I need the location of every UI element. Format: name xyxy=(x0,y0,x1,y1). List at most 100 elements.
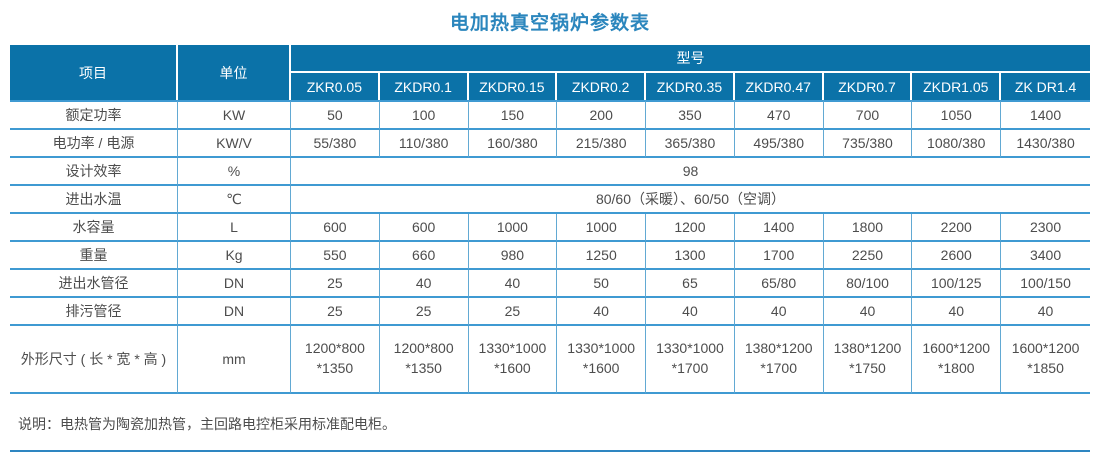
item-cell: 水容量 xyxy=(10,214,178,242)
value-cell: 40 xyxy=(912,298,1002,326)
item-cell: 进出水管径 xyxy=(10,270,178,298)
table-row: 重量 Kg 550 660 980 1250 1300 1700 2250 26… xyxy=(10,242,1090,270)
value-cell-span: 80/60（采暖）、60/50（空调） xyxy=(291,186,1090,214)
value-cell: 1700 xyxy=(734,242,824,270)
value-cell: 40 xyxy=(468,270,558,298)
value-cell: 110/380 xyxy=(379,130,469,158)
footnote: 说明：电热管为陶瓷加热管，主回路电控柜采用标准配电柜。 xyxy=(18,416,396,432)
value-cell: 700 xyxy=(823,100,913,130)
table-row: 进出水温 ℃ 80/60（采暖）、60/50（空调） xyxy=(10,186,1090,214)
value-cell: 735/380 xyxy=(823,130,913,158)
value-cell: 40 xyxy=(646,298,735,326)
value-cell: 2200 xyxy=(912,214,1002,242)
bottom-divider xyxy=(10,450,1090,452)
value-cell: 40 xyxy=(557,298,647,326)
item-cell: 额定功率 xyxy=(10,100,178,130)
value-cell: 2600 xyxy=(912,242,1002,270)
value-cell: 1250 xyxy=(557,242,647,270)
value-cell: 215/380 xyxy=(557,130,647,158)
table-row: 设计效率 % 98 xyxy=(10,158,1090,186)
value-cell: 980 xyxy=(468,242,558,270)
value-cell: 1000 xyxy=(557,214,647,242)
header-row-group: 项目 单位 型号 xyxy=(10,45,1090,100)
header-model: ZKR0.05 xyxy=(291,73,380,100)
value-cell: 25 xyxy=(291,298,380,326)
value-cell: 80/100 xyxy=(823,270,913,298)
item-cell: 排污管径 xyxy=(10,298,178,326)
header-model: ZKDR0.1 xyxy=(379,73,469,100)
value-cell: 470 xyxy=(734,100,824,130)
header-model: ZK DR1.4 xyxy=(1001,73,1090,100)
value-cell: 200 xyxy=(557,100,647,130)
item-cell: 设计效率 xyxy=(10,158,178,186)
header-item: 项目 xyxy=(10,45,178,100)
value-cell: 1200 xyxy=(646,214,735,242)
table-row: 进出水管径 DN 25 40 40 50 65 65/80 80/100 100… xyxy=(10,270,1090,298)
value-cell: 100/125 xyxy=(912,270,1002,298)
unit-cell: ℃ xyxy=(178,186,291,214)
unit-cell: Kg xyxy=(178,242,291,270)
value-cell: 1380*1200 *1700 xyxy=(734,326,824,394)
value-cell: 3400 xyxy=(1001,242,1090,270)
unit-cell: DN xyxy=(178,298,291,326)
table-row: 额定功率 KW 50 100 150 200 350 470 700 1050 … xyxy=(10,100,1090,130)
value-cell: 160/380 xyxy=(468,130,558,158)
value-cell: 1330*1000 *1600 xyxy=(557,326,647,394)
value-cell: 495/380 xyxy=(734,130,824,158)
value-cell: 1380*1200 *1750 xyxy=(823,326,913,394)
unit-cell: L xyxy=(178,214,291,242)
header-row-models: ZKR0.05 ZKDR0.1 ZKDR0.15 ZKDR0.2 ZKDR0.3… xyxy=(10,73,1090,100)
value-cell: 65 xyxy=(646,270,735,298)
value-cell: 1400 xyxy=(1001,100,1090,130)
value-cell: 2300 xyxy=(1001,214,1090,242)
value-cell: 550 xyxy=(291,242,380,270)
value-cell: 55/380 xyxy=(291,130,380,158)
unit-cell: mm xyxy=(178,326,291,394)
item-cell: 重量 xyxy=(10,242,178,270)
table-row: 外形尺寸 ( 长 * 宽 * 高 ) mm 1200*800 *1350 120… xyxy=(10,326,1090,394)
unit-cell: KW/V xyxy=(178,130,291,158)
table-row: 电功率 / 电源 KW/V 55/380 110/380 160/380 215… xyxy=(10,130,1090,158)
page-title: 电加热真空锅炉参数表 xyxy=(449,13,650,34)
value-cell: 40 xyxy=(823,298,913,326)
header-model: ZKDR0.35 xyxy=(646,73,735,100)
value-cell: 600 xyxy=(379,214,469,242)
value-cell-span: 98 xyxy=(291,158,1090,186)
value-cell: 350 xyxy=(646,100,735,130)
value-cell: 150 xyxy=(468,100,558,130)
value-cell: 65/80 xyxy=(734,270,824,298)
value-cell: 1600*1200 *1800 xyxy=(912,326,1002,394)
value-cell: 1000 xyxy=(468,214,558,242)
value-cell: 50 xyxy=(557,270,647,298)
table-row: 排污管径 DN 25 25 25 40 40 40 40 40 40 xyxy=(10,298,1090,326)
value-cell: 365/380 xyxy=(646,130,735,158)
value-cell: 600 xyxy=(291,214,380,242)
value-cell: 25 xyxy=(468,298,558,326)
value-cell: 40 xyxy=(379,270,469,298)
page: 电加热真空锅炉参数表 项目 单位 型号 ZKR0.05 ZKDR0.1 ZKDR… xyxy=(0,8,1100,452)
value-cell: 25 xyxy=(379,298,469,326)
header-model-group: 型号 xyxy=(291,45,1090,73)
unit-cell: DN xyxy=(178,270,291,298)
value-cell: 1050 xyxy=(912,100,1002,130)
value-cell: 25 xyxy=(291,270,380,298)
header-model: ZKDR0.7 xyxy=(823,73,913,100)
value-cell: 40 xyxy=(734,298,824,326)
value-cell: 1600*1200 *1850 xyxy=(1001,326,1090,394)
item-cell: 外形尺寸 ( 长 * 宽 * 高 ) xyxy=(10,326,178,394)
value-cell: 1330*1000 *1700 xyxy=(646,326,735,394)
item-cell: 进出水温 xyxy=(10,186,178,214)
value-cell: 1300 xyxy=(646,242,735,270)
value-cell: 1400 xyxy=(734,214,824,242)
value-cell: 1200*800 *1350 xyxy=(291,326,380,394)
table-header: 项目 单位 型号 ZKR0.05 ZKDR0.1 ZKDR0.15 ZKDR0.… xyxy=(10,45,1090,100)
unit-cell: KW xyxy=(178,100,291,130)
value-cell: 1080/380 xyxy=(912,130,1002,158)
value-cell: 1200*800 *1350 xyxy=(379,326,469,394)
parameter-table: 项目 单位 型号 ZKR0.05 ZKDR0.1 ZKDR0.15 ZKDR0.… xyxy=(10,45,1090,394)
item-cell: 电功率 / 电源 xyxy=(10,130,178,158)
unit-cell: % xyxy=(178,158,291,186)
header-model: ZKDR0.15 xyxy=(468,73,558,100)
header-model: ZKDR0.2 xyxy=(557,73,647,100)
header-model: ZKDR1.05 xyxy=(912,73,1002,100)
